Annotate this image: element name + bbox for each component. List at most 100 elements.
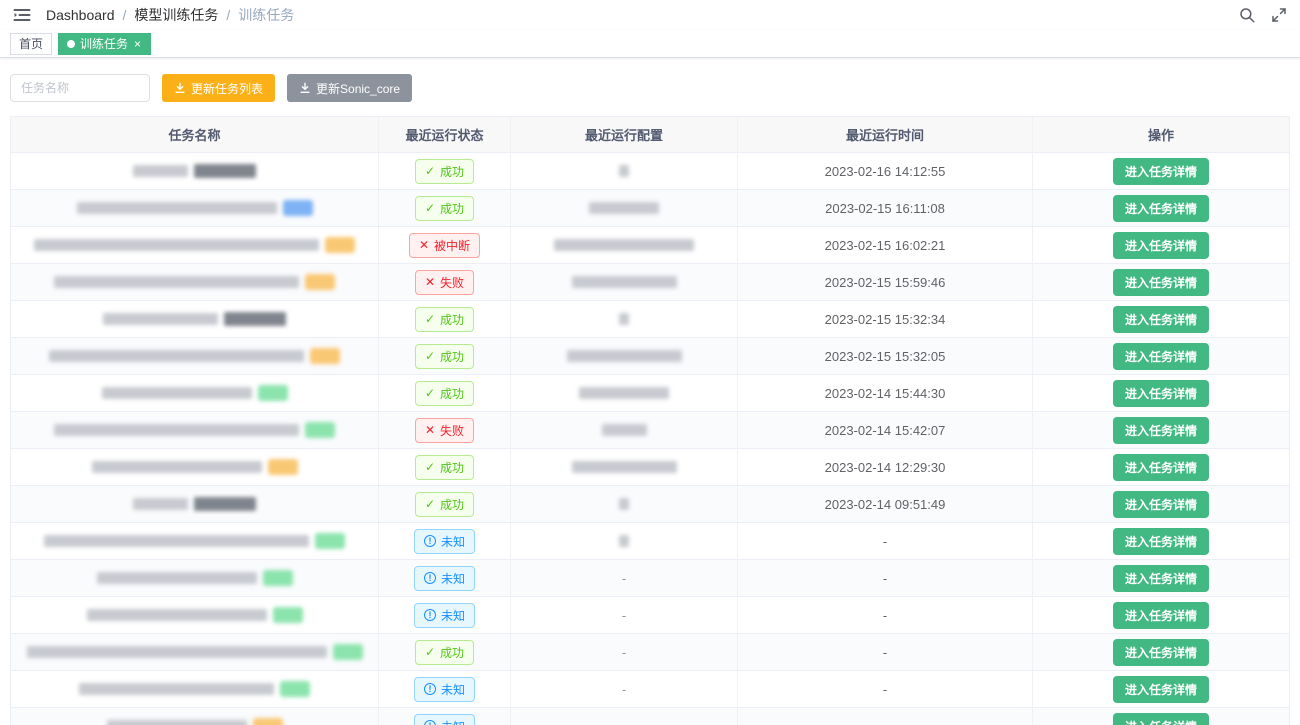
enter-task-details-button[interactable]: 进入任务详情 xyxy=(1112,527,1209,555)
col-header-run-time: 最近运行时间 xyxy=(738,117,1033,152)
redacted-task-name xyxy=(106,720,247,725)
update-task-list-button[interactable]: 更新任务列表 xyxy=(162,74,276,102)
cell-run-time: 2023-02-14 15:42:07 xyxy=(738,412,1033,448)
cell-run-status: ✓ 成功 xyxy=(379,153,511,189)
breadcrumb-separator: / xyxy=(226,7,231,23)
status-icon: ✓ xyxy=(424,460,436,474)
status-badge: ✓ 成功 xyxy=(414,380,475,406)
tab-home[interactable]: 首页 xyxy=(10,32,53,55)
cell-actions: 进入任务详情 xyxy=(1033,486,1289,522)
status-badge: ✓ 成功 xyxy=(414,343,475,369)
update-sonic-core-label: 更新Sonic_core xyxy=(316,81,401,96)
enter-task-details-button[interactable]: 进入任务详情 xyxy=(1112,231,1209,259)
cell-actions: 进入任务详情 xyxy=(1033,227,1289,263)
redacted-task-name xyxy=(101,387,252,399)
enter-task-details-button[interactable]: 进入任务详情 xyxy=(1112,194,1209,222)
breadcrumb-dashboard[interactable]: Dashboard xyxy=(46,7,115,23)
table-row: ✕ 失败 2023-02-15 15:59:46 进入任务详情 xyxy=(11,264,1289,301)
redacted-task-name xyxy=(76,202,277,214)
table-row: ✓ 成功 - - 进入任务详情 xyxy=(11,634,1289,671)
redacted-run-config xyxy=(601,424,647,436)
redacted-run-config xyxy=(619,313,629,325)
status-label: 未知 xyxy=(440,682,465,697)
enter-task-details-button[interactable]: 进入任务详情 xyxy=(1112,453,1209,481)
status-icon: ! xyxy=(423,683,436,695)
enter-task-details-button[interactable]: 进入任务详情 xyxy=(1112,490,1209,518)
update-sonic-core-button[interactable]: 更新Sonic_core xyxy=(287,74,413,102)
status-label: 未知 xyxy=(440,571,465,586)
table-row: ✕ 被中断 2023-02-15 16:02:21 进入任务详情 xyxy=(11,227,1289,264)
enter-task-details-button[interactable]: 进入任务详情 xyxy=(1112,712,1209,725)
cell-run-config xyxy=(511,523,738,559)
redacted-task-name xyxy=(54,424,299,436)
table-header: 任务名称 最近运行状态 最近运行配置 最近运行时间 操作 xyxy=(11,117,1289,153)
status-icon: ✓ xyxy=(424,349,436,363)
status-badge: ✕ 被中断 xyxy=(408,232,481,258)
status-badge: ! 未知 xyxy=(413,602,475,628)
redacted-task-tag-green xyxy=(332,644,363,660)
cell-run-time: 2023-02-15 16:11:08 xyxy=(738,190,1033,226)
redacted-run-config xyxy=(566,350,682,362)
navbar-actions xyxy=(1238,6,1288,24)
cell-run-status: ✓ 成功 xyxy=(379,301,511,337)
enter-task-details-button[interactable]: 进入任务详情 xyxy=(1112,157,1209,185)
cell-task-name xyxy=(11,523,379,559)
status-badge: ! 未知 xyxy=(413,676,475,702)
redacted-run-config xyxy=(589,202,659,214)
cell-run-config: - xyxy=(511,671,738,707)
enter-task-details-button[interactable]: 进入任务详情 xyxy=(1112,305,1209,333)
redacted-task-tag-yellow xyxy=(305,274,335,290)
table-row: ✓ 成功 2023-02-14 15:44:30 进入任务详情 xyxy=(11,375,1289,412)
status-badge: ✕ 失败 xyxy=(414,417,475,443)
enter-task-details-button[interactable]: 进入任务详情 xyxy=(1112,601,1209,629)
redacted-task-name xyxy=(96,572,257,584)
task-name-input[interactable] xyxy=(10,74,150,102)
fullscreen-icon[interactable] xyxy=(1270,6,1288,24)
status-badge: ✕ 失败 xyxy=(414,269,475,295)
cell-actions: 进入任务详情 xyxy=(1033,634,1289,670)
enter-task-details-button[interactable]: 进入任务详情 xyxy=(1112,268,1209,296)
status-badge: ! 未知 xyxy=(413,565,475,591)
cell-run-config xyxy=(511,338,738,374)
enter-task-details-button[interactable]: 进入任务详情 xyxy=(1112,416,1209,444)
status-badge: ✓ 成功 xyxy=(414,639,475,665)
enter-task-details-button[interactable]: 进入任务详情 xyxy=(1112,379,1209,407)
col-header-task-name: 任务名称 xyxy=(11,117,379,152)
enter-task-details-button[interactable]: 进入任务详情 xyxy=(1112,342,1209,370)
cell-run-config xyxy=(511,449,738,485)
main-content: 更新任务列表 更新Sonic_core 任务名称 最近运行状态 最近运行配置 最… xyxy=(0,58,1300,725)
cell-task-name xyxy=(11,338,379,374)
enter-task-details-button[interactable]: 进入任务详情 xyxy=(1112,675,1209,703)
status-icon: ✕ xyxy=(418,238,430,252)
status-icon: ! xyxy=(423,535,436,547)
enter-task-details-button[interactable]: 进入任务详情 xyxy=(1112,638,1209,666)
status-label: 成功 xyxy=(440,201,465,216)
table-body: ✓ 成功 2023-02-16 14:12:55 进入任务详情 ✓ 成功 202… xyxy=(11,153,1289,725)
info-circle-icon: ! xyxy=(423,572,436,584)
col-header-run-status: 最近运行状态 xyxy=(379,117,511,152)
tab-training-tasks[interactable]: 训练任务 × xyxy=(58,32,152,55)
cell-task-name xyxy=(11,708,379,725)
status-label: 未知 xyxy=(441,718,465,725)
cell-task-name xyxy=(11,449,379,485)
info-circle-icon: ! xyxy=(423,683,436,695)
status-icon: ✓ xyxy=(424,164,436,178)
cell-run-time: - xyxy=(738,708,1033,725)
close-tab-icon[interactable]: × xyxy=(134,36,142,51)
cell-run-config: - xyxy=(511,634,738,670)
status-badge: ! 未知 xyxy=(413,528,475,554)
breadcrumb-model-training[interactable]: 模型训练任务 xyxy=(134,7,219,23)
redacted-task-name xyxy=(86,609,267,621)
cell-task-name xyxy=(11,560,379,596)
enter-task-details-button[interactable]: 进入任务详情 xyxy=(1112,564,1209,592)
sidebar-toggle-icon[interactable] xyxy=(12,5,32,25)
cell-actions: 进入任务详情 xyxy=(1033,671,1289,707)
download-icon xyxy=(300,82,310,93)
redacted-run-config xyxy=(571,276,677,288)
cell-run-status: ✓ 成功 xyxy=(379,375,511,411)
cell-actions: 进入任务详情 xyxy=(1033,338,1289,374)
cell-run-time: 2023-02-14 09:51:49 xyxy=(738,486,1033,522)
table-row: ✕ 失败 2023-02-14 15:42:07 进入任务详情 xyxy=(11,412,1289,449)
search-icon[interactable] xyxy=(1238,6,1256,24)
cell-run-status: ! 未知 xyxy=(379,523,511,559)
